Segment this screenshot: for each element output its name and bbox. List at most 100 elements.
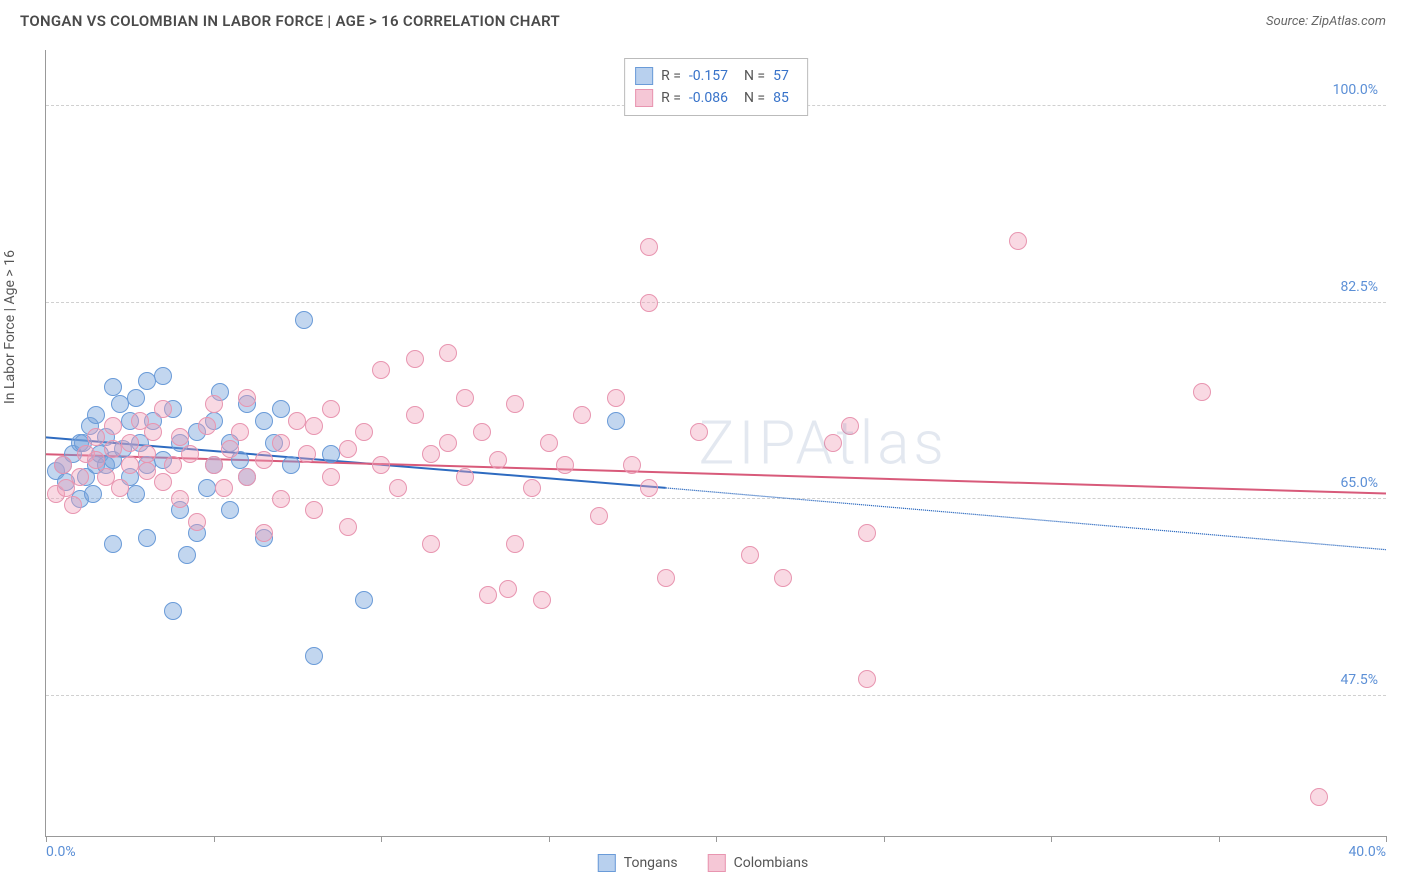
legend-swatch (708, 854, 726, 872)
scatter-point (439, 434, 457, 452)
scatter-point (355, 423, 373, 441)
scatter-point (741, 546, 759, 564)
scatter-point (138, 462, 156, 480)
scatter-point (506, 395, 524, 413)
scatter-point (523, 479, 541, 497)
scatter-point (181, 445, 199, 463)
scatter-point (144, 423, 162, 441)
stat-r-label: R = (661, 90, 681, 106)
scatter-point (87, 451, 105, 469)
scatter-point (499, 580, 517, 598)
scatter-point (104, 378, 122, 396)
scatter-point (272, 490, 290, 508)
x-tick (46, 836, 47, 842)
x-tick (549, 836, 550, 842)
scatter-point (774, 569, 792, 587)
scatter-point (1009, 232, 1027, 250)
scatter-point (607, 412, 625, 430)
scatter-point (138, 445, 156, 463)
scatter-point (138, 372, 156, 390)
scatter-point (372, 361, 390, 379)
scatter-point (623, 456, 641, 474)
scatter-point (640, 294, 658, 312)
scatter-point (489, 451, 507, 469)
scatter-point (127, 389, 145, 407)
scatter-point (305, 501, 323, 519)
scatter-point (590, 507, 608, 525)
scatter-point (479, 586, 497, 604)
scatter-point (841, 417, 859, 435)
scatter-point (640, 238, 658, 256)
legend-item: Colombians (708, 854, 809, 872)
scatter-point (556, 456, 574, 474)
stats-row: R = -0.086N = 85 (635, 87, 797, 109)
scatter-point (305, 417, 323, 435)
scatter-point (295, 311, 313, 329)
scatter-point (406, 406, 424, 424)
y-axis-title: In Labor Force | Age > 16 (2, 250, 18, 404)
scatter-point (322, 400, 340, 418)
chart-header: TONGAN VS COLOMBIAN IN LABOR FORCE | AGE… (0, 0, 1406, 38)
scatter-point (456, 468, 474, 486)
scatter-point (272, 400, 290, 418)
scatter-point (339, 440, 357, 458)
stat-r-value: -0.086 (689, 90, 728, 106)
scatter-point (288, 412, 306, 430)
scatter-point (389, 479, 407, 497)
scatter-point (154, 473, 172, 491)
scatter-point (439, 344, 457, 362)
scatter-point (255, 451, 273, 469)
scatter-point (221, 501, 239, 519)
stat-r-value: -0.157 (689, 68, 728, 84)
scatter-point (540, 434, 558, 452)
scatter-point (282, 456, 300, 474)
chart-plot-area: 47.5%65.0%82.5%100.0%0.0%40.0% ZIPAtlas … (45, 50, 1386, 837)
scatter-point (121, 434, 139, 452)
x-tick (381, 836, 382, 842)
x-tick (1386, 836, 1387, 842)
scatter-point (238, 468, 256, 486)
scatter-point (104, 535, 122, 553)
trend-lines (46, 50, 1386, 836)
scatter-point (824, 434, 842, 452)
scatter-point (506, 535, 524, 553)
scatter-point (573, 406, 591, 424)
scatter-point (322, 445, 340, 463)
legend-label: Colombians (734, 855, 809, 871)
scatter-point (104, 417, 122, 435)
bottom-legend: Tongans Colombians (598, 854, 808, 872)
x-tick (1219, 836, 1220, 842)
legend-swatch (598, 854, 616, 872)
scatter-point (121, 456, 139, 474)
scatter-point (272, 434, 290, 452)
scatter-point (322, 468, 340, 486)
scatter-point (111, 395, 129, 413)
x-tick-label: 40.0% (1348, 844, 1386, 860)
x-tick (716, 836, 717, 842)
stats-row: R = -0.157 N = 57 (635, 65, 797, 87)
scatter-point (215, 479, 233, 497)
scatter-point (406, 350, 424, 368)
scatter-point (298, 445, 316, 463)
scatter-point (255, 524, 273, 542)
scatter-point (339, 518, 357, 536)
legend-label: Tongans (624, 855, 678, 871)
scatter-point (198, 417, 216, 435)
scatter-point (422, 535, 440, 553)
stat-n-label: N = (744, 68, 765, 84)
scatter-point (640, 479, 658, 497)
scatter-point (205, 456, 223, 474)
scatter-point (87, 428, 105, 446)
x-tick (214, 836, 215, 842)
stat-r-label: R = (661, 68, 681, 84)
scatter-point (87, 406, 105, 424)
scatter-point (221, 440, 239, 458)
scatter-point (456, 389, 474, 407)
chart-source: Source: ZipAtlas.com (1266, 14, 1386, 29)
stat-n-value: 85 (773, 90, 789, 106)
stat-n-value: 57 (773, 68, 789, 84)
scatter-point (533, 591, 551, 609)
x-tick (1051, 836, 1052, 842)
scatter-point (858, 670, 876, 688)
scatter-point (690, 423, 708, 441)
